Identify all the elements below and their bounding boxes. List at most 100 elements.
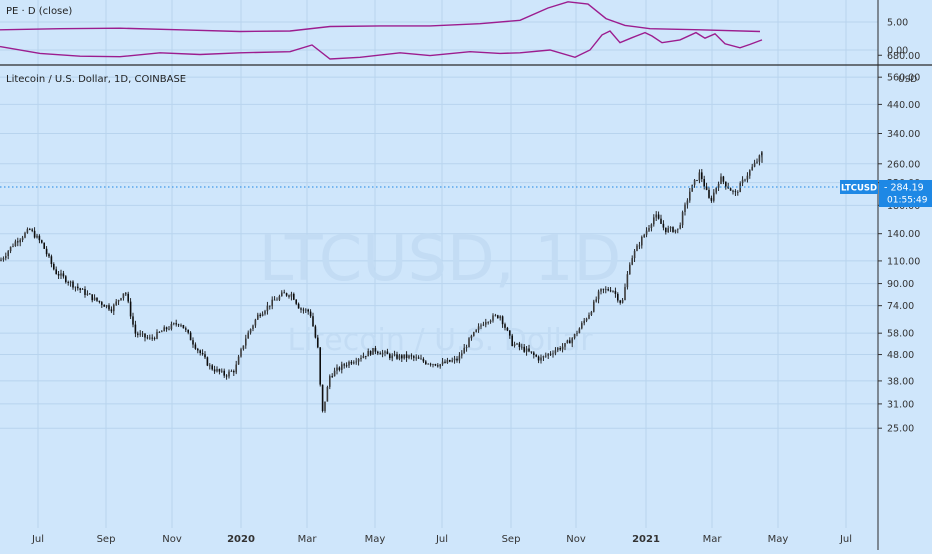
candle-body bbox=[686, 200, 689, 205]
candle-body bbox=[245, 338, 247, 346]
candle-body bbox=[379, 353, 381, 355]
candle bbox=[614, 287, 617, 298]
candle bbox=[165, 326, 168, 332]
candle-body bbox=[710, 197, 713, 201]
candle bbox=[545, 352, 547, 358]
candle-body bbox=[621, 300, 624, 303]
candle bbox=[65, 275, 67, 284]
candle bbox=[55, 266, 57, 275]
candle bbox=[737, 190, 739, 196]
candle bbox=[333, 367, 336, 377]
candle bbox=[645, 227, 648, 238]
candle-body bbox=[641, 237, 643, 246]
candle bbox=[612, 290, 614, 293]
candle-body bbox=[93, 297, 96, 301]
candle bbox=[113, 303, 115, 315]
candle-body bbox=[187, 329, 189, 333]
candle-body bbox=[638, 245, 641, 247]
candle-body bbox=[403, 354, 405, 359]
candle bbox=[149, 334, 151, 340]
candle bbox=[655, 211, 657, 221]
candle bbox=[81, 288, 84, 290]
candle bbox=[578, 327, 581, 334]
candle bbox=[753, 159, 756, 168]
candle-body bbox=[326, 387, 329, 402]
candle-body bbox=[449, 360, 451, 362]
candle-body bbox=[62, 273, 65, 277]
y-tick-label: 90.00 bbox=[887, 279, 914, 290]
candle bbox=[204, 351, 206, 359]
candle bbox=[686, 198, 689, 209]
candle-body bbox=[617, 293, 619, 301]
candle-body bbox=[619, 300, 621, 303]
time-axis: Jul Sep Nov 2020 Mar May Jul Sep Nov 2021 Mar May Ju… bbox=[31, 534, 852, 545]
candle bbox=[105, 304, 108, 309]
candle bbox=[237, 354, 240, 365]
candle bbox=[600, 288, 602, 295]
candle-body bbox=[180, 325, 182, 326]
candle bbox=[41, 239, 43, 244]
candle bbox=[597, 289, 600, 304]
candle-body bbox=[525, 348, 528, 352]
candle bbox=[523, 344, 525, 353]
candle bbox=[650, 223, 653, 232]
candle-body bbox=[741, 179, 744, 184]
candle-body bbox=[626, 274, 629, 288]
candle-body bbox=[674, 229, 677, 233]
candle bbox=[681, 210, 684, 228]
candle-body bbox=[588, 314, 590, 319]
candle-body bbox=[57, 274, 60, 276]
candle-body bbox=[523, 346, 525, 352]
x-tick-label: 2020 bbox=[227, 534, 255, 545]
candle-body bbox=[271, 299, 273, 307]
candle bbox=[288, 294, 290, 299]
candle bbox=[590, 310, 593, 316]
candle bbox=[348, 360, 350, 368]
candle bbox=[535, 353, 537, 358]
candle-body bbox=[204, 354, 206, 358]
candle bbox=[29, 227, 31, 231]
candle-body bbox=[79, 288, 81, 290]
candle-body bbox=[48, 254, 50, 257]
candle bbox=[528, 344, 530, 353]
y-tick-label: 48.00 bbox=[887, 350, 914, 361]
candle-body bbox=[557, 348, 559, 351]
candle-body bbox=[607, 289, 609, 291]
candle bbox=[485, 318, 487, 328]
candle-body bbox=[691, 184, 693, 192]
candle bbox=[86, 290, 89, 296]
candle bbox=[321, 384, 324, 413]
candle bbox=[141, 331, 144, 337]
candle bbox=[266, 301, 269, 315]
candle bbox=[461, 350, 463, 359]
grid-lines bbox=[0, 0, 878, 528]
candle bbox=[33, 227, 36, 239]
candle-body bbox=[314, 326, 317, 338]
candle-body bbox=[213, 369, 216, 372]
candle bbox=[151, 334, 153, 341]
candle bbox=[38, 234, 41, 244]
candle-body bbox=[283, 292, 285, 294]
candle bbox=[9, 246, 12, 254]
candle-body bbox=[55, 269, 57, 275]
candle bbox=[173, 322, 175, 326]
candle bbox=[708, 187, 710, 199]
candle-body bbox=[216, 369, 218, 372]
candle bbox=[672, 226, 674, 233]
candle bbox=[249, 328, 252, 335]
candle bbox=[257, 312, 259, 320]
candle bbox=[194, 342, 197, 350]
candle-body bbox=[665, 227, 667, 233]
candle-body bbox=[595, 299, 597, 302]
candle-body bbox=[633, 250, 636, 259]
candle bbox=[233, 369, 235, 376]
candle-body bbox=[192, 340, 194, 345]
candle bbox=[463, 344, 465, 354]
candle bbox=[223, 368, 225, 378]
candle bbox=[576, 330, 578, 337]
candle-body bbox=[319, 347, 321, 385]
candle bbox=[216, 366, 218, 373]
candle bbox=[458, 352, 461, 364]
candle-body bbox=[158, 331, 161, 333]
